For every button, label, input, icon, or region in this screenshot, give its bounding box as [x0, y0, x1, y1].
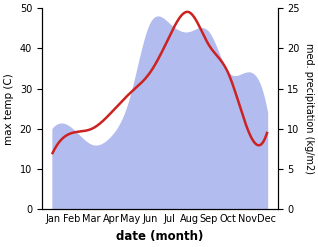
- X-axis label: date (month): date (month): [116, 230, 204, 243]
- Y-axis label: max temp (C): max temp (C): [4, 73, 14, 145]
- Y-axis label: med. precipitation (kg/m2): med. precipitation (kg/m2): [304, 43, 314, 174]
